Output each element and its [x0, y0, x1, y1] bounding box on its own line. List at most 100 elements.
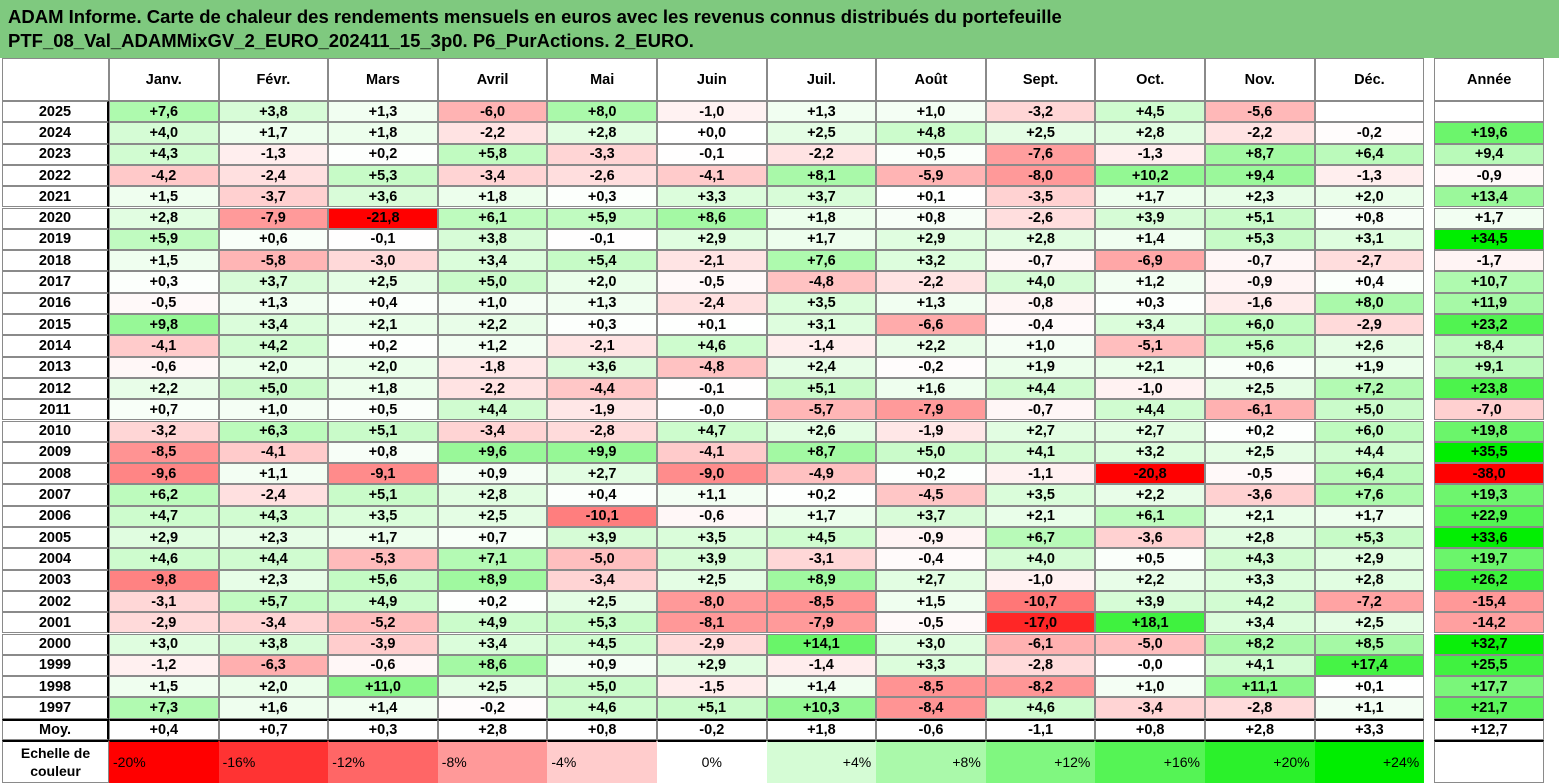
heatmap-cell: -3,1 [766, 548, 877, 570]
heatmap-cell: +1,0 [218, 399, 329, 421]
heatmap-cell: +8,1 [766, 164, 877, 187]
heatmap-cell: +2,2 [109, 377, 219, 400]
color-scale-step: +20% [1205, 740, 1315, 783]
row-label: 2010 [2, 420, 109, 442]
row-label: 2003 [2, 569, 109, 591]
heatmap-cell: -0,5 [657, 271, 767, 293]
heatmap-cell: +3,7 [218, 271, 329, 293]
heatmap-cell: +1,3 [876, 292, 986, 314]
heatmap-cell: +1,0 [1095, 676, 1205, 698]
average-cell: +2,8 [1205, 718, 1315, 740]
heatmap-cell: +2,1 [1095, 356, 1205, 378]
column-header: Oct. [1095, 58, 1205, 101]
heatmap-cell: +7,3 [109, 697, 219, 719]
color-scale-label-line2: couleur [30, 763, 81, 779]
heatmap-cell: +11,0 [328, 676, 438, 698]
row-label: 2013 [2, 356, 109, 378]
color-scale-label: Echelle de couleur [2, 740, 109, 783]
color-scale-step: -16% [218, 740, 329, 783]
heatmap-cell: +3,8 [218, 633, 329, 655]
heatmap-cell: -6,3 [218, 654, 329, 677]
row-label: 2017 [2, 271, 109, 293]
heatmap-cell: +1,8 [328, 122, 438, 144]
heatmap-cell: -17,0 [985, 612, 1096, 634]
heatmap-cell: +8,9 [437, 569, 548, 591]
average-year-cell: +12,7 [1434, 718, 1545, 740]
heatmap-cell: +5,1 [328, 420, 438, 442]
heatmap-cell: +0,2 [437, 590, 548, 613]
heatmap-cell: +1,7 [766, 228, 877, 251]
heatmap-cell: +1,4 [1095, 228, 1205, 251]
heatmap-cell: +0,3 [109, 271, 219, 293]
row-label: 2023 [2, 143, 109, 165]
heatmap-cell: +6,2 [109, 484, 219, 506]
row-label: 2006 [2, 505, 109, 527]
heatmap-cell: -5,9 [876, 164, 986, 187]
report-title-line2: PTF_08_Val_ADAMMixGV_2_EURO_202411_15_3p… [8, 30, 694, 51]
heatmap-cell: -3,7 [218, 186, 329, 208]
heatmap-cell: +5,6 [1205, 335, 1315, 357]
year-total-cell: +19,3 [1434, 484, 1545, 506]
row-label: 2012 [2, 377, 109, 400]
heatmap-cell: -7,9 [218, 207, 329, 229]
heatmap-cell: -0,0 [657, 399, 767, 421]
heatmap-cell: -5,1 [1095, 335, 1205, 357]
heatmap-cell: +8,6 [437, 654, 548, 677]
heatmap-cell: -0,2 [1314, 122, 1425, 144]
heatmap-cell: -3,9 [328, 633, 438, 655]
heatmap-cell: +1,9 [985, 356, 1096, 378]
heatmap-cell: +3,0 [876, 633, 986, 655]
heatmap-cell: +0,2 [1205, 420, 1315, 442]
heatmap-cell: +5,0 [876, 441, 986, 464]
heatmap-cell: -7,6 [985, 143, 1096, 165]
color-scale-step: -8% [437, 740, 548, 783]
heatmap-cell: +4,4 [985, 377, 1096, 400]
heatmap-cell: -4,1 [218, 441, 329, 464]
heatmap-cell: +0,9 [437, 463, 548, 485]
heatmap-cell: +1,1 [657, 484, 767, 506]
heatmap-cell: +10,3 [766, 697, 877, 719]
heatmap-cell: -4,1 [109, 335, 219, 357]
heatmap-cell: +2,5 [437, 505, 548, 527]
row-label: 2022 [2, 164, 109, 187]
heatmap-cell: +3,5 [328, 505, 438, 527]
row-label: 2001 [2, 612, 109, 634]
heatmap-cell: +8,2 [1205, 633, 1315, 655]
heatmap-cell: -1,2 [109, 654, 219, 677]
row-label: 1997 [2, 697, 109, 719]
heatmap-cell: +2,5 [1205, 441, 1315, 464]
heatmap-cell: -0,2 [876, 356, 986, 378]
heatmap-cell: -1,9 [547, 399, 657, 421]
color-scale-step: +24% [1314, 740, 1425, 783]
heatmap-cell: +1,3 [328, 101, 438, 123]
heatmap-cell [1314, 101, 1425, 123]
row-label: 2002 [2, 590, 109, 613]
heatmap-cell: +3,4 [437, 633, 548, 655]
heatmap-cell: +2,5 [437, 676, 548, 698]
heatmap-cell: +14,1 [766, 633, 877, 655]
heatmap-cell: +4,7 [657, 420, 767, 442]
heatmap-cell: +5,9 [547, 207, 657, 229]
heatmap-cell: -3,6 [1205, 484, 1315, 506]
heatmap-cell: +6,0 [1205, 314, 1315, 336]
heatmap-cell: +3,6 [547, 356, 657, 378]
column-header: Mai [547, 58, 657, 101]
heatmap-cell: +4,4 [437, 399, 548, 421]
heatmap-cell: +0,4 [1314, 271, 1425, 293]
heatmap-cell: +3,0 [109, 633, 219, 655]
heatmap-cell: -1,5 [657, 676, 767, 698]
heatmap-cell: +4,3 [109, 143, 219, 165]
heatmap-cell: -2,9 [109, 612, 219, 634]
heatmap-cell: -0,0 [1095, 654, 1205, 677]
heatmap-cell: +1,0 [985, 335, 1096, 357]
heatmap-cell: -4,8 [657, 356, 767, 378]
heatmap-cell: +4,0 [109, 122, 219, 144]
heatmap-cell: -8,1 [657, 612, 767, 634]
year-total-cell: +19,7 [1434, 548, 1545, 570]
heatmap-cell: -4,8 [766, 271, 877, 293]
heatmap-cell: -2,2 [876, 271, 986, 293]
heatmap-cell: +7,1 [437, 548, 548, 570]
heatmap-cell: +5,4 [547, 250, 657, 272]
row-label: 2019 [2, 228, 109, 251]
heatmap-cell: +0,8 [876, 207, 986, 229]
